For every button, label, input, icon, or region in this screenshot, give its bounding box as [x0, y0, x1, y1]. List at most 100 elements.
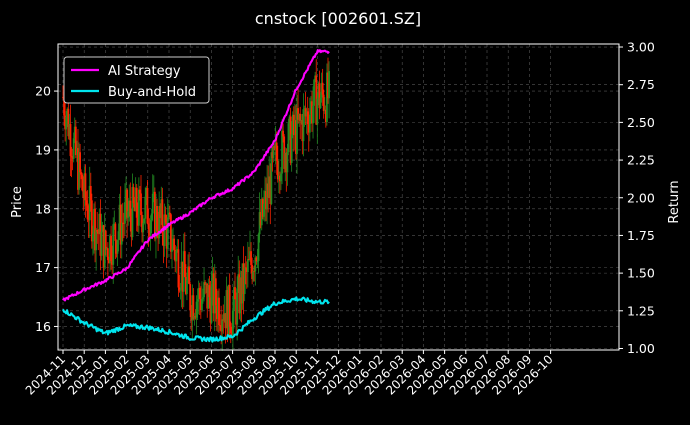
candle-body: [156, 205, 158, 231]
candle-body: [75, 148, 78, 155]
candle-body: [186, 280, 188, 294]
candle-body: [326, 72, 328, 123]
candle-body: [155, 205, 157, 239]
candle-body: [104, 230, 107, 250]
candle-body: [177, 249, 180, 288]
y-tick-label-right: 1.75: [627, 228, 655, 243]
candle-body: [205, 283, 208, 285]
candle-body: [164, 214, 167, 223]
candle-body: [217, 297, 219, 320]
candle-body: [300, 120, 303, 122]
candle-body: [253, 271, 256, 272]
candle-body: [181, 261, 184, 292]
candle-body: [233, 287, 235, 311]
candle-body: [106, 248, 109, 261]
candle-body: [121, 222, 124, 224]
candle-body: [238, 274, 241, 314]
candle-body: [323, 109, 326, 112]
candle-body: [147, 223, 150, 230]
candle-body: [299, 113, 302, 122]
candle-body: [257, 234, 260, 262]
candle-body: [69, 124, 72, 157]
candle-body: [78, 152, 80, 190]
y-axis-label-right: Return: [667, 180, 682, 223]
candle-body: [202, 297, 204, 300]
candle-body: [168, 212, 171, 215]
candle-body: [92, 233, 94, 242]
candle-body: [317, 83, 320, 99]
candle-body: [176, 249, 179, 251]
y-tick-label-right: 2.50: [627, 115, 655, 130]
candle-body: [272, 146, 275, 158]
candle-body: [230, 333, 233, 336]
candle-body: [139, 189, 141, 194]
candle-body: [190, 310, 193, 321]
candle-body: [86, 205, 89, 220]
candle-body: [183, 251, 186, 277]
candle-body: [97, 231, 100, 234]
candle-body: [188, 266, 190, 285]
candle-body: [293, 120, 296, 136]
candle-body: [297, 108, 299, 120]
candle-body: [135, 187, 138, 218]
candle-body: [225, 290, 228, 329]
candle-body: [282, 130, 285, 137]
candle-body: [71, 157, 74, 159]
candle-body: [178, 287, 181, 291]
candle-body: [260, 198, 263, 226]
candle-body: [82, 190, 85, 198]
candle-body: [199, 298, 202, 310]
legend: AI Strategy Buy-and-Hold: [63, 56, 210, 104]
y-tick-label-left: 19: [35, 142, 51, 157]
candle-body: [201, 299, 203, 310]
candle-body: [266, 183, 268, 210]
candle-body: [128, 200, 131, 212]
candle-body: [144, 196, 147, 219]
legend-box: [63, 56, 210, 104]
candle-body: [153, 191, 156, 239]
candle-body: [125, 189, 127, 203]
candle-body: [62, 96, 64, 98]
candle-body: [259, 212, 262, 226]
candle-body: [126, 189, 129, 218]
candle-body: [254, 257, 257, 272]
candle-body: [196, 299, 199, 302]
candle-body: [120, 222, 123, 245]
y-tick-label-right: 2.75: [627, 77, 655, 92]
candle-body: [162, 233, 165, 247]
candle-body: [111, 261, 114, 265]
candle-body: [203, 282, 205, 298]
candle-body: [74, 126, 77, 155]
candle-body: [105, 248, 108, 250]
candle-body: [158, 206, 161, 239]
candle-body: [142, 223, 145, 233]
candle-body: [287, 123, 290, 153]
candle-body: [314, 75, 317, 80]
candle-body: [268, 176, 271, 198]
candle-body: [289, 116, 292, 163]
candle-body: [77, 148, 79, 190]
candle-body: [262, 203, 265, 217]
candle-body: [115, 240, 118, 254]
candle-body: [270, 152, 273, 205]
candle-body: [308, 114, 311, 133]
candle-body: [281, 130, 283, 174]
candle-body: [269, 176, 272, 205]
candle-body: [172, 238, 174, 250]
candle-body: [321, 82, 324, 95]
candle-body: [134, 187, 137, 211]
candle-body: [210, 286, 213, 323]
candle-body: [288, 116, 291, 124]
candle-body: [117, 231, 120, 241]
candle-body: [194, 315, 197, 318]
candle-body: [65, 116, 68, 130]
candle-body: [103, 230, 106, 268]
candle-body: [145, 187, 148, 197]
candlestick-layer: [62, 57, 330, 351]
candle-body: [295, 120, 297, 154]
candle-body: [166, 217, 169, 249]
candle-body: [307, 124, 310, 133]
legend-label-buy-and-hold: Buy-and-Hold: [108, 85, 196, 100]
candle-body: [242, 263, 245, 295]
candle-body: [248, 259, 250, 260]
